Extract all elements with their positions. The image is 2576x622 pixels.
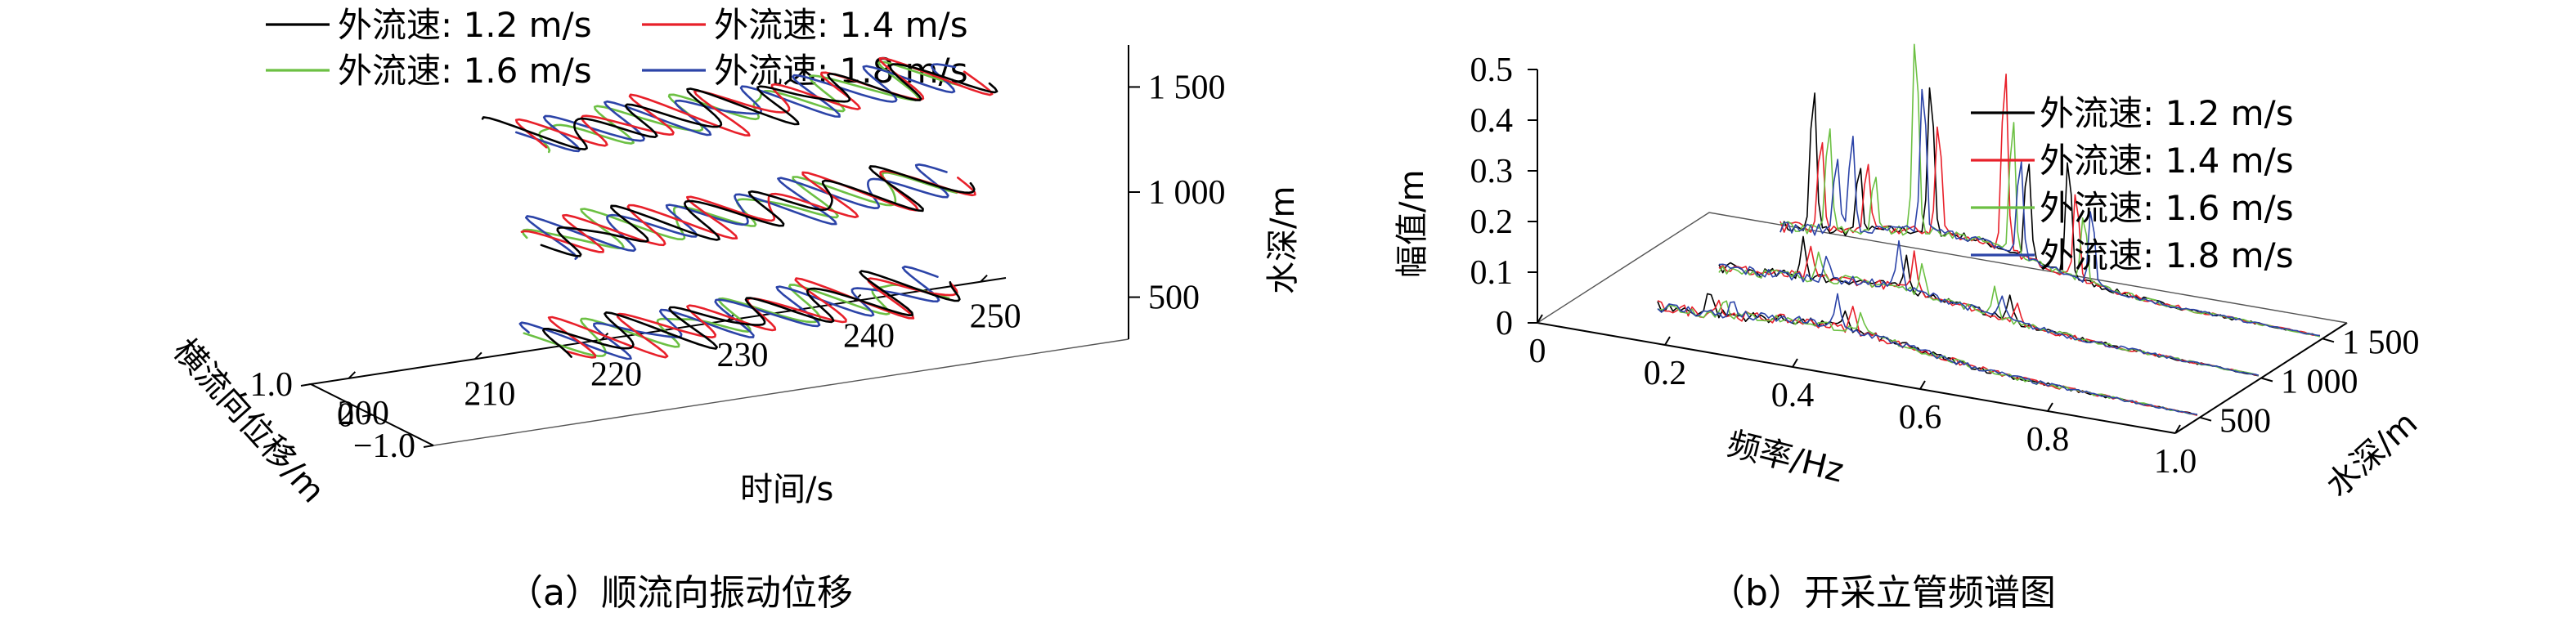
legend-label: 外流速: 1.6 m/s bbox=[338, 51, 592, 91]
trace-500m-1 bbox=[541, 270, 961, 358]
x-tick bbox=[474, 351, 482, 360]
spectrum-1000m-4 bbox=[1718, 239, 2260, 376]
panel-a-displacement: 外流速: 1.2 m/s 外流速: 1.4 m/s 外流速: 1.6 m/s 外流速:… bbox=[166, 5, 1302, 614]
panel-b-spectra bbox=[1657, 43, 2321, 416]
b-x-tick-label: 0 bbox=[1529, 333, 1546, 370]
panel-a-axes: 200 210 220 230 240 250 −1.00 1.0 500 1 000 1 500 bbox=[250, 45, 1226, 465]
b-z-tick-label: 1 500 bbox=[2342, 324, 2420, 361]
y-tick-label: 0 bbox=[337, 397, 354, 435]
x-tick bbox=[980, 275, 988, 283]
trace-500m-2 bbox=[547, 277, 958, 359]
panel-a-ylabel: 横流向位移/m bbox=[166, 332, 332, 510]
spectrum-500m-4 bbox=[1657, 293, 2198, 416]
panel-b-spectrum: 0 0.1 0.2 0.3 0.4 0.5 0 0.2 0.4 0.6 0.8 1.0 500 1 000… bbox=[1393, 43, 2425, 614]
b-x-tick-label: 0.4 bbox=[1771, 377, 1815, 414]
x-tick-label: 200 bbox=[338, 395, 389, 432]
trace-1000m-1 bbox=[540, 165, 976, 257]
b-x-tick bbox=[1537, 314, 1543, 324]
panel-b-legend: 外流速: 1.2 m/s 外流速: 1.4 m/s 外流速: 1.6 m/s 外流速:… bbox=[1971, 93, 2294, 275]
legend-label: 外流速: 1.8 m/s bbox=[714, 51, 968, 91]
panel-b-ylabel: 幅值/m bbox=[1393, 170, 1431, 278]
x-tick-label: 250 bbox=[970, 298, 1021, 336]
z-tick-label: 1 000 bbox=[1148, 174, 1226, 212]
y-tick bbox=[361, 414, 373, 418]
b-y-tick-label: 0.4 bbox=[1470, 102, 1514, 140]
x-tick-label: 230 bbox=[717, 337, 769, 374]
trace-1500m-1 bbox=[481, 63, 999, 150]
b-legend-label: 外流速: 1.6 m/s bbox=[2040, 188, 2294, 228]
b-x-tick bbox=[1919, 380, 1926, 390]
z-tick-label: 1 500 bbox=[1148, 69, 1226, 106]
b-z-tick bbox=[2322, 338, 2335, 343]
b-legend-label: 外流速: 1.4 m/s bbox=[2040, 141, 2294, 181]
x-tick-label: 210 bbox=[464, 375, 515, 413]
b-x-tick bbox=[2047, 402, 2053, 412]
panel-b-caption: （b）开采立管频谱图 bbox=[1709, 572, 2056, 614]
panel-a-traces bbox=[481, 56, 999, 360]
z-tick-label: 500 bbox=[1148, 280, 1200, 317]
legend-label: 外流速: 1.4 m/s bbox=[714, 5, 968, 45]
b-z-tick bbox=[2260, 377, 2273, 383]
b-x-tick bbox=[1664, 336, 1671, 346]
b-x-tick-label: 0.2 bbox=[1644, 355, 1687, 392]
b-y-tick-label: 0.5 bbox=[1470, 51, 1514, 89]
b-y-tick-label: 0.3 bbox=[1470, 153, 1514, 190]
b-x-tick bbox=[1792, 358, 1798, 368]
legend-label: 外流速: 1.2 m/s bbox=[338, 5, 592, 45]
b-x-tick bbox=[2174, 424, 2181, 434]
panel-b-axes: 0 0.1 0.2 0.3 0.4 0.5 0 0.2 0.4 0.6 0.8 1.0 500 1 000… bbox=[1470, 51, 2420, 481]
b-z-tick-label: 1 000 bbox=[2281, 364, 2358, 401]
b-x-tick-label: 0.6 bbox=[1899, 399, 1942, 436]
b-y-tick-label: 0 bbox=[1496, 305, 1513, 342]
panel-a-zlabel: 水深/m bbox=[1264, 186, 1302, 294]
b-z-tick bbox=[2199, 416, 2212, 422]
b-y-tick-label: 0.2 bbox=[1470, 204, 1514, 241]
x-tick bbox=[348, 371, 357, 379]
y-tick bbox=[423, 445, 434, 448]
panel-b-zlabel: 水深/m bbox=[2319, 405, 2425, 505]
y-tick bbox=[300, 383, 312, 387]
spectrum-1500m-4 bbox=[1779, 88, 2321, 337]
b-x-tick-label: 0.8 bbox=[2026, 421, 2070, 459]
y-tick-label: −1.0 bbox=[353, 427, 415, 465]
b-x-axis bbox=[1537, 322, 2176, 434]
panel-a-legend: 外流速: 1.2 m/s 外流速: 1.4 m/s 外流速: 1.6 m/s 外流速:… bbox=[266, 5, 968, 91]
y-tick-label: 1.0 bbox=[250, 366, 294, 404]
b-floor-back bbox=[1537, 212, 2348, 324]
trace-1500m-3 bbox=[538, 60, 961, 154]
x-tick-label: 240 bbox=[843, 317, 895, 355]
panel-b-xlabel: 频率/Hz bbox=[1724, 425, 1847, 490]
b-y-tick-label: 0.1 bbox=[1470, 254, 1514, 292]
b-legend-label: 外流速: 1.8 m/s bbox=[2040, 235, 2294, 275]
b-x-tick-label: 1.0 bbox=[2154, 443, 2197, 481]
trace-1000m-2 bbox=[520, 170, 976, 253]
spectrum-1000m-2 bbox=[1718, 245, 2260, 376]
b-z-tick-label: 500 bbox=[2219, 403, 2271, 441]
b-legend-label: 外流速: 1.2 m/s bbox=[2040, 93, 2294, 133]
panel-a-xlabel: 时间/s bbox=[740, 471, 833, 508]
panel-a-caption: （a）顺流向振动位移 bbox=[507, 572, 853, 614]
x-tick-label: 220 bbox=[590, 356, 642, 394]
